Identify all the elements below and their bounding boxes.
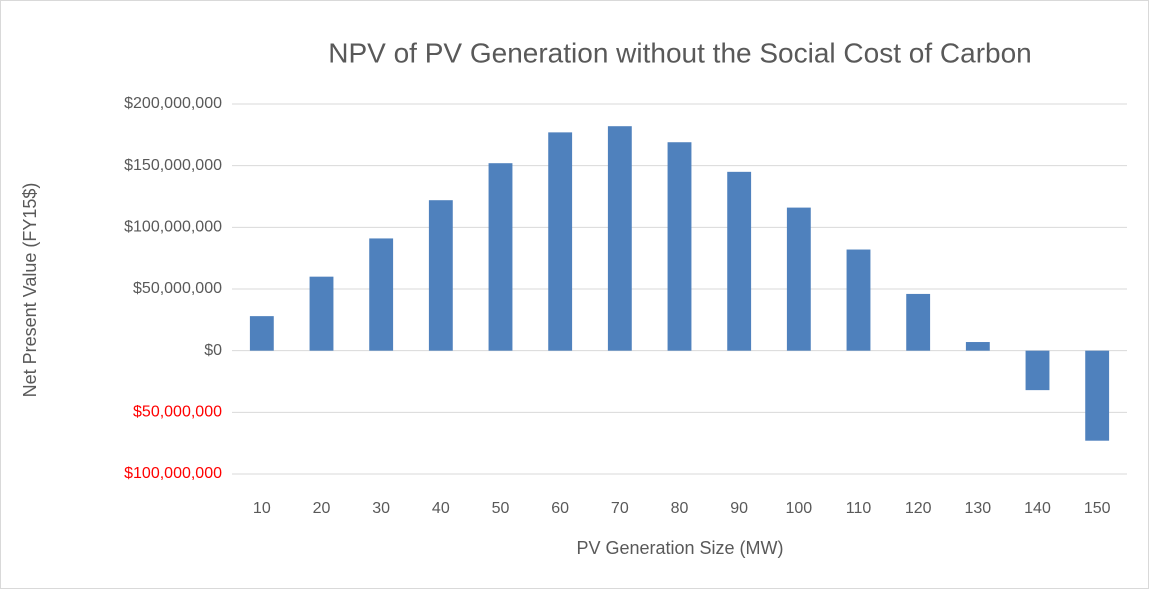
bar xyxy=(667,142,692,351)
y-tick-label: $150,000,000 xyxy=(124,157,222,174)
y-tick-label: $50,000,000 xyxy=(133,404,222,421)
y-tick-label: $200,000,000 xyxy=(124,95,222,112)
bar xyxy=(727,171,752,351)
x-tick-label: 50 xyxy=(492,500,510,517)
bar xyxy=(1085,350,1110,441)
bar xyxy=(965,342,990,351)
x-tick-label: 40 xyxy=(432,500,450,517)
x-tick-label: 140 xyxy=(1024,500,1051,517)
bar xyxy=(906,293,931,351)
bar xyxy=(548,132,573,351)
bar xyxy=(846,249,871,351)
x-tick-label: 120 xyxy=(905,500,932,517)
x-tick-label: 30 xyxy=(372,500,390,517)
bar xyxy=(607,126,632,351)
y-tick-label: $50,000,000 xyxy=(133,280,222,297)
x-tick-label: 130 xyxy=(964,500,991,517)
x-tick-label: 150 xyxy=(1084,500,1111,517)
y-axis-label: Net Present Value (FY15$) xyxy=(20,183,40,398)
x-tick-label: 60 xyxy=(551,500,569,517)
bar xyxy=(249,316,274,351)
x-axis-label: PV Generation Size (MW) xyxy=(576,538,783,558)
x-tick-label: 90 xyxy=(730,500,748,517)
y-tick-label: $100,000,000 xyxy=(124,465,222,482)
x-tick-label: 100 xyxy=(785,500,812,517)
bar xyxy=(369,238,394,351)
chart-title: NPV of PV Generation without the Social … xyxy=(328,37,1032,68)
bar xyxy=(1025,350,1050,391)
bar xyxy=(309,276,334,351)
x-tick-label: 20 xyxy=(313,500,331,517)
y-tick-label: $100,000,000 xyxy=(124,219,222,236)
y-tick-label: $0 xyxy=(204,342,222,359)
x-tick-label: 80 xyxy=(671,500,689,517)
bar xyxy=(786,207,811,351)
x-tick-label: 110 xyxy=(846,500,872,517)
bar xyxy=(428,200,453,351)
bar xyxy=(488,163,513,351)
x-tick-label: 10 xyxy=(253,500,271,517)
x-tick-label: 70 xyxy=(611,500,629,517)
